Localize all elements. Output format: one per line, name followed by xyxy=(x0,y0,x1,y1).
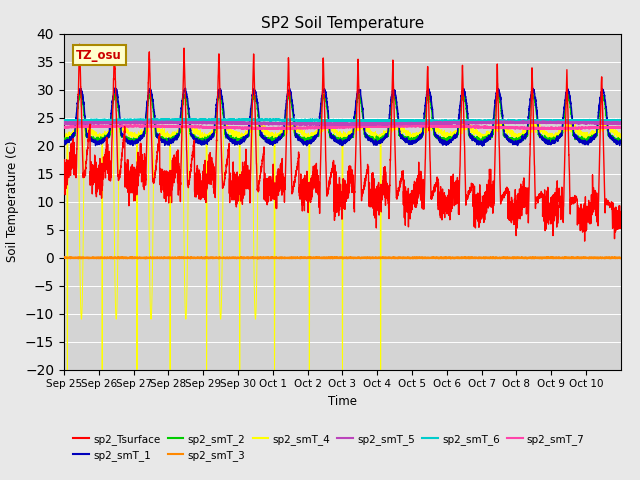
Y-axis label: Soil Temperature (C): Soil Temperature (C) xyxy=(6,141,19,263)
Text: TZ_osu: TZ_osu xyxy=(76,48,122,62)
X-axis label: Time: Time xyxy=(328,395,357,408)
Title: SP2 Soil Temperature: SP2 Soil Temperature xyxy=(260,16,424,31)
Legend: sp2_Tsurface, sp2_smT_1, sp2_smT_2, sp2_smT_3, sp2_smT_4, sp2_smT_5, sp2_smT_6, : sp2_Tsurface, sp2_smT_1, sp2_smT_2, sp2_… xyxy=(69,430,589,465)
